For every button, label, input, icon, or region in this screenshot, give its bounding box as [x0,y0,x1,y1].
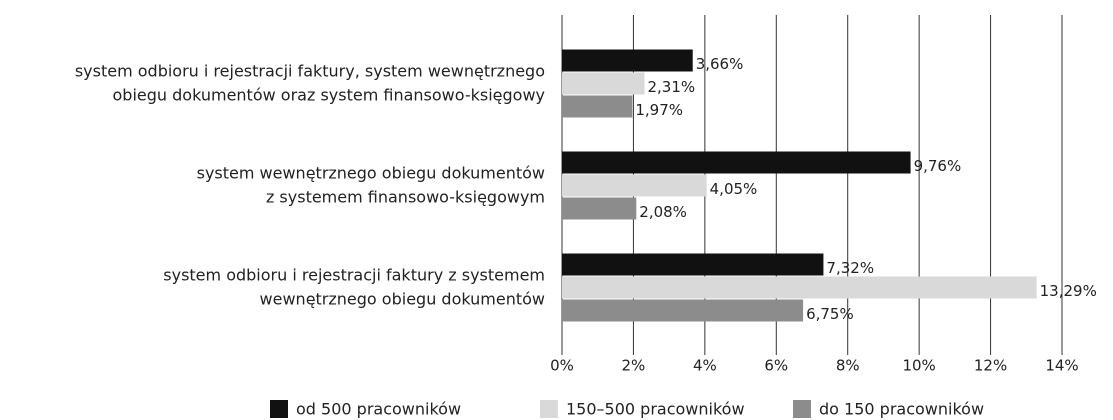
value-label: 4,05% [710,180,758,198]
value-label: 2,31% [648,78,696,96]
x-tick-label: 2% [622,357,646,375]
x-tick-label: 8% [836,357,860,375]
x-tick-label: 6% [764,357,788,375]
x-tick-label: 12% [974,357,1007,375]
value-label: 9,76% [914,157,962,175]
value-label: 6,75% [806,305,854,323]
value-label: 1,97% [635,101,683,119]
bar [562,49,693,72]
bar [562,197,637,220]
category-label: z systemem finansowo-księgowym [266,188,545,207]
category-label: obiegu dokumentów oraz system finansowo-… [113,86,546,105]
legend-label: od 500 pracowników [296,400,461,419]
value-label: 2,08% [639,203,687,221]
legend-label: 150–500 pracowników [566,400,745,419]
x-tick-label: 10% [902,357,935,375]
bar [562,253,824,276]
legend-swatch [793,400,811,418]
bar [562,299,804,322]
legend-swatch [270,400,288,418]
value-label: 3,66% [696,55,744,73]
value-label: 13,29% [1040,282,1097,300]
x-tick-label: 0% [550,357,574,375]
category-label: wewnętrznego obiegu dokumentów [260,290,545,309]
category-label: system odbioru i rejestracji faktury z s… [163,266,545,285]
bar [562,276,1037,299]
bar [562,95,633,118]
bar [562,174,707,197]
x-tick-label: 4% [693,357,717,375]
category-label: system wewnętrznego obiegu dokumentów [197,164,545,183]
bar [562,72,645,95]
legend-swatch [540,400,558,418]
value-label: 7,32% [826,259,874,277]
legend-label: do 150 pracowników [819,400,984,419]
x-tick-label: 14% [1045,357,1078,375]
bar [562,151,911,174]
category-label: system odbioru i rejestracji faktury, sy… [75,62,545,81]
